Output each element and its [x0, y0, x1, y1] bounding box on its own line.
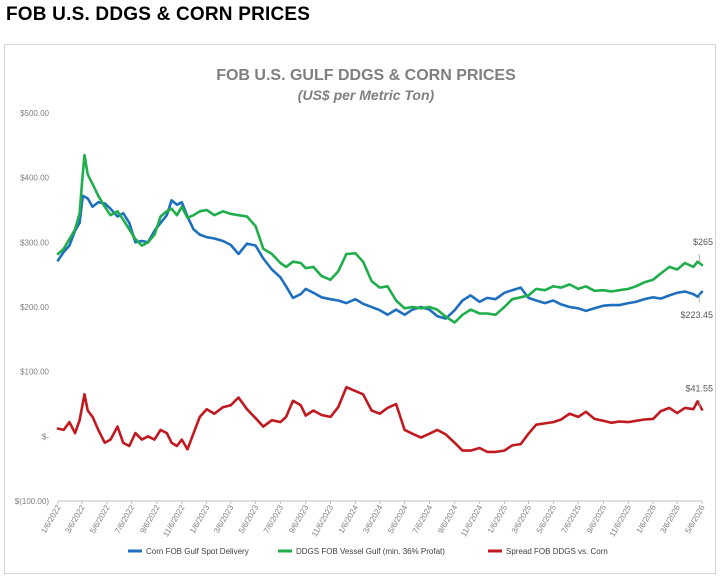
- annotation-leader: [698, 293, 701, 303]
- chart-subtitle: (US$ per Metric Ton): [298, 87, 435, 103]
- x-tick-label: 5/6/2025: [535, 503, 559, 535]
- x-tick-label: 7/6/2022: [113, 503, 137, 535]
- x-tick-label: 7/6/2023: [262, 503, 286, 535]
- x-tick-label: 7/6/2024: [411, 503, 435, 535]
- x-tick-label: 5/6/2022: [88, 503, 112, 535]
- annotation-label: $265: [693, 237, 713, 247]
- page-heading: FOB U.S. DDGS & CORN PRICES: [6, 4, 311, 25]
- x-tick-label: 3/6/2022: [63, 503, 87, 535]
- x-tick-label: 9/6/2023: [287, 503, 311, 535]
- legend-label-2: Spread FOB DDGS vs. Corn: [506, 547, 608, 556]
- x-tick-label: 11/6/2025: [608, 503, 634, 538]
- x-tick-label: 11/6/2024: [459, 503, 485, 538]
- series-line-0: [56, 194, 704, 320]
- y-tick-label: $300.00: [20, 238, 49, 247]
- x-tick-label: 3/6/2026: [659, 503, 683, 535]
- y-axis: $500.00 $400.00 $300.00 $200.00 $100.00 $- $(1…: [15, 109, 50, 506]
- y-tick-label: $-: [42, 432, 49, 441]
- y-tick-label: $400.00: [20, 174, 49, 183]
- x-tick-label: 11/6/2023: [310, 503, 336, 538]
- x-tick-label: 7/6/2025: [560, 503, 584, 535]
- x-tick-label: 9/6/2024: [436, 503, 460, 535]
- x-tick-label: 3/6/2023: [212, 503, 236, 535]
- legend-label-0: Corn FOB Gulf Spot Delivery: [146, 547, 249, 556]
- x-tick-label: 1/6/2026: [634, 503, 658, 535]
- x-tick-label: 9/6/2025: [585, 503, 609, 535]
- x-tick-label: 1/6/2025: [486, 503, 510, 535]
- y-tick-label: $(100.00): [15, 497, 50, 506]
- annotation-label: $41.55: [685, 383, 713, 393]
- x-tick-label: 1/6/2023: [188, 503, 212, 535]
- chart-frame: [4, 44, 716, 574]
- x-tick-label: 11/6/2022: [161, 503, 187, 538]
- series-line-2: [56, 385, 704, 454]
- x-tick-label: 1/6/2022: [39, 503, 63, 535]
- end-value-annotations: $265 $223.45 $41.55: [680, 237, 713, 408]
- chart-title: FOB U.S. GULF DDGS & CORN PRICES: [216, 67, 516, 84]
- x-tick-label: 5/6/2023: [237, 503, 261, 535]
- legend: Corn FOB Gulf Spot Delivery DDGS FOB Vess…: [128, 547, 608, 556]
- x-tick-label: 3/6/2024: [361, 503, 385, 535]
- series-layer: [56, 153, 704, 454]
- x-tick-label: 5/6/2024: [386, 503, 410, 535]
- legend-label-1: DDGS FOB Vessel Gulf (min. 36% Profat): [296, 547, 445, 556]
- x-tick-label: 3/6/2025: [510, 503, 534, 535]
- x-tick-label: 1/6/2024: [337, 503, 361, 535]
- annotation-leader: [698, 399, 701, 408]
- annotation-leader: [698, 253, 701, 264]
- series-line-1: [56, 153, 704, 324]
- x-tick-label: 9/6/2022: [138, 503, 162, 535]
- x-tick-label: 5/6/2026: [683, 503, 707, 535]
- y-tick-label: $500.00: [20, 109, 49, 118]
- x-axis: 1/6/2022 3/6/2022 5/6/2022 7/6/2022 9/6/2022…: [39, 500, 707, 538]
- y-tick-label: $200.00: [20, 303, 49, 312]
- annotation-label: $223.45: [680, 310, 713, 320]
- y-tick-label: $100.00: [20, 368, 49, 377]
